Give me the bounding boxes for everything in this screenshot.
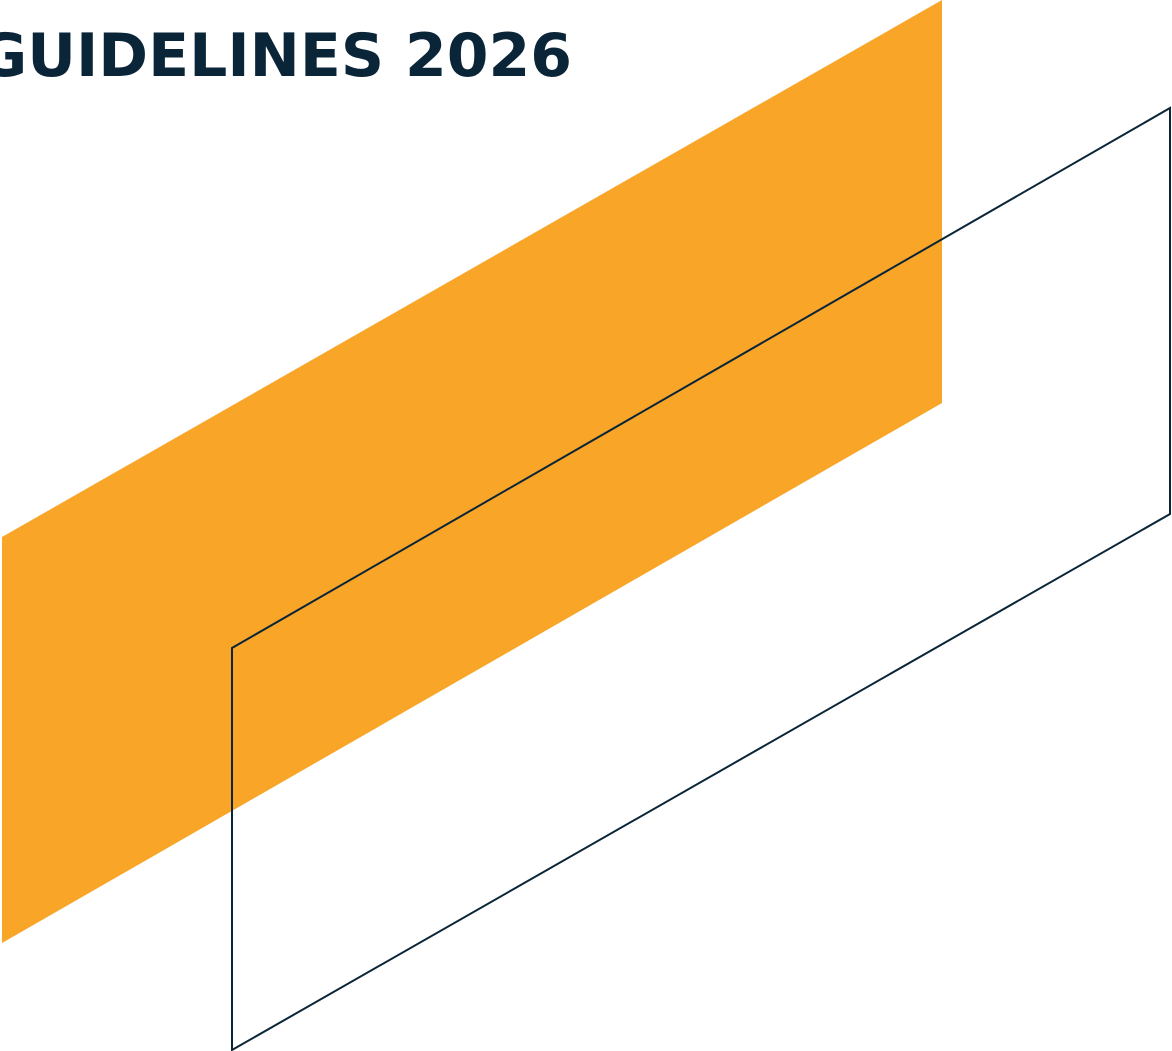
orange-parallelogram: [2, 0, 942, 943]
navy-outline-parallelogram: [231, 106, 1171, 1051]
page-title: GUIDELINES 2026: [0, 21, 572, 91]
